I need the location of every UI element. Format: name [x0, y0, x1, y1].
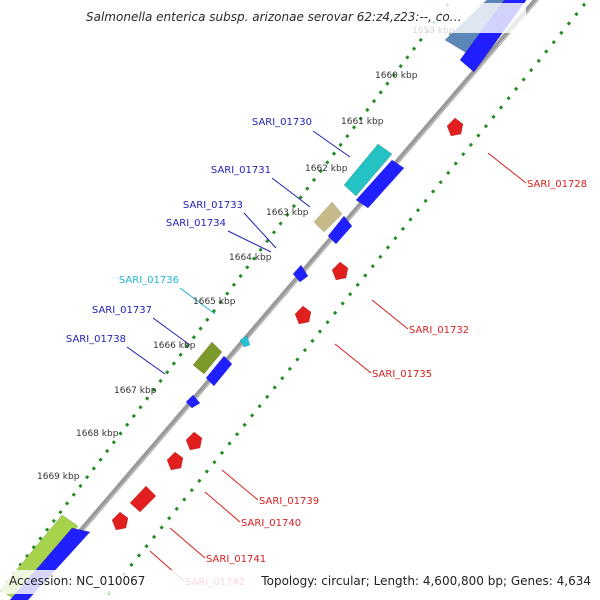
label-leader-lines — [126, 130, 527, 582]
forward-gene-label: SARI_01731 — [211, 165, 271, 176]
cds-reverse-01740 — [166, 451, 184, 471]
kbp-tick-label: 1666 kbp — [153, 341, 196, 351]
backbone-highlight — [22, 0, 539, 600]
cds-forward-01731 — [327, 215, 353, 245]
reverse-dotted-track — [101, 0, 590, 600]
forward-gene-label: SARI_01736 — [119, 275, 179, 286]
accession-label: Accession: — [9, 574, 73, 588]
topology-label: Topology: — [261, 574, 318, 588]
feature-sari-01730 — [343, 143, 393, 197]
kbp-tick-label: 1663 kbp — [266, 208, 309, 218]
cds-forward-01734 — [292, 264, 309, 283]
cds-reverse-01739 — [185, 431, 203, 451]
genome-summary: Topology: circular; Length: 4,600,800 bp… — [261, 574, 591, 588]
reverse-gene-label: SARI_01741 — [206, 554, 266, 565]
cds-reverse-01732 — [331, 261, 349, 281]
feature-layer — [0, 0, 527, 600]
cds-forward-01737 — [205, 355, 233, 387]
cds-reverse-01735 — [294, 305, 312, 325]
reverse-gene-label: SARI_01732 — [409, 325, 469, 336]
kbp-tick-label: 1660 kbp — [375, 71, 418, 81]
genes-label: Genes: — [510, 574, 553, 588]
reverse-gene-label: SARI_01735 — [372, 369, 432, 380]
kbp-tick-label: 1667 kbp — [114, 386, 157, 396]
genome-backbone — [18, 0, 540, 600]
forward-label-leader — [152, 317, 191, 346]
forward-gene-label: SARI_01737 — [92, 305, 152, 316]
feature-sari-01737 — [192, 341, 223, 375]
kbp-tick-label: 1665 kbp — [193, 297, 236, 307]
kbp-tick-label: 1668 kbp — [76, 429, 119, 439]
reverse-label-leader — [221, 469, 259, 501]
length-value: 4,600,800 bp — [422, 574, 503, 588]
forward-label-leader — [243, 212, 277, 249]
feature-sari-01736 — [239, 335, 251, 348]
forward-gene-label: SARI_01734 — [166, 218, 226, 229]
feature-labels: SARI_01730 SARI_01731 SARI_01733 SARI_01734… — [66, 117, 587, 588]
reverse-label-leader — [487, 152, 527, 184]
forward-gene-label: SARI_01738 — [66, 334, 126, 345]
forward-label-leader — [179, 287, 216, 315]
feature-sari-01731 — [313, 201, 343, 233]
forward-label-leader — [227, 230, 272, 253]
topology-value: circular — [321, 574, 366, 588]
genes-value: 4,634 — [556, 574, 591, 588]
cds-forward-01738 — [185, 394, 201, 409]
backbone-line — [18, 0, 540, 600]
reverse-label-leader — [334, 343, 372, 374]
reverse-label-leader — [371, 299, 409, 330]
reverse-gene-label: SARI_01740 — [241, 518, 301, 529]
kbp-tick-label: 1669 kbp — [37, 472, 80, 482]
kbp-tick-label: 1661 kbp — [341, 117, 384, 127]
forward-gene-label: SARI_01730 — [252, 117, 312, 128]
title-backdrop — [78, 3, 526, 33]
reverse-gene-label: SARI_01739 — [259, 496, 319, 507]
map-title: Salmonella enterica subsp. arizonae sero… — [86, 10, 462, 24]
reverse-gene-label: SARI_01728 — [527, 179, 587, 190]
kbp-tick-label: 1664 kbp — [229, 253, 272, 263]
cds-reverse-01741 — [129, 485, 157, 513]
length-label: Length: — [373, 574, 420, 588]
cds-reverse-01742 — [111, 511, 129, 531]
forward-gene-label: SARI_01733 — [183, 200, 243, 211]
forward-label-leader — [271, 177, 311, 208]
footer-backdrop — [0, 570, 600, 594]
forward-label-leader — [126, 346, 166, 375]
accession-value: NC_010067 — [76, 574, 146, 588]
accession-info: Accession: NC_010067 — [9, 574, 145, 588]
cds-forward-01730 — [355, 159, 405, 209]
forward-label-leader — [312, 130, 351, 158]
reverse-label-leader — [169, 527, 206, 559]
cds-reverse-01728 — [446, 117, 464, 137]
kbp-tick-label: 1662 kbp — [305, 164, 348, 174]
reverse-label-leader — [204, 491, 241, 523]
